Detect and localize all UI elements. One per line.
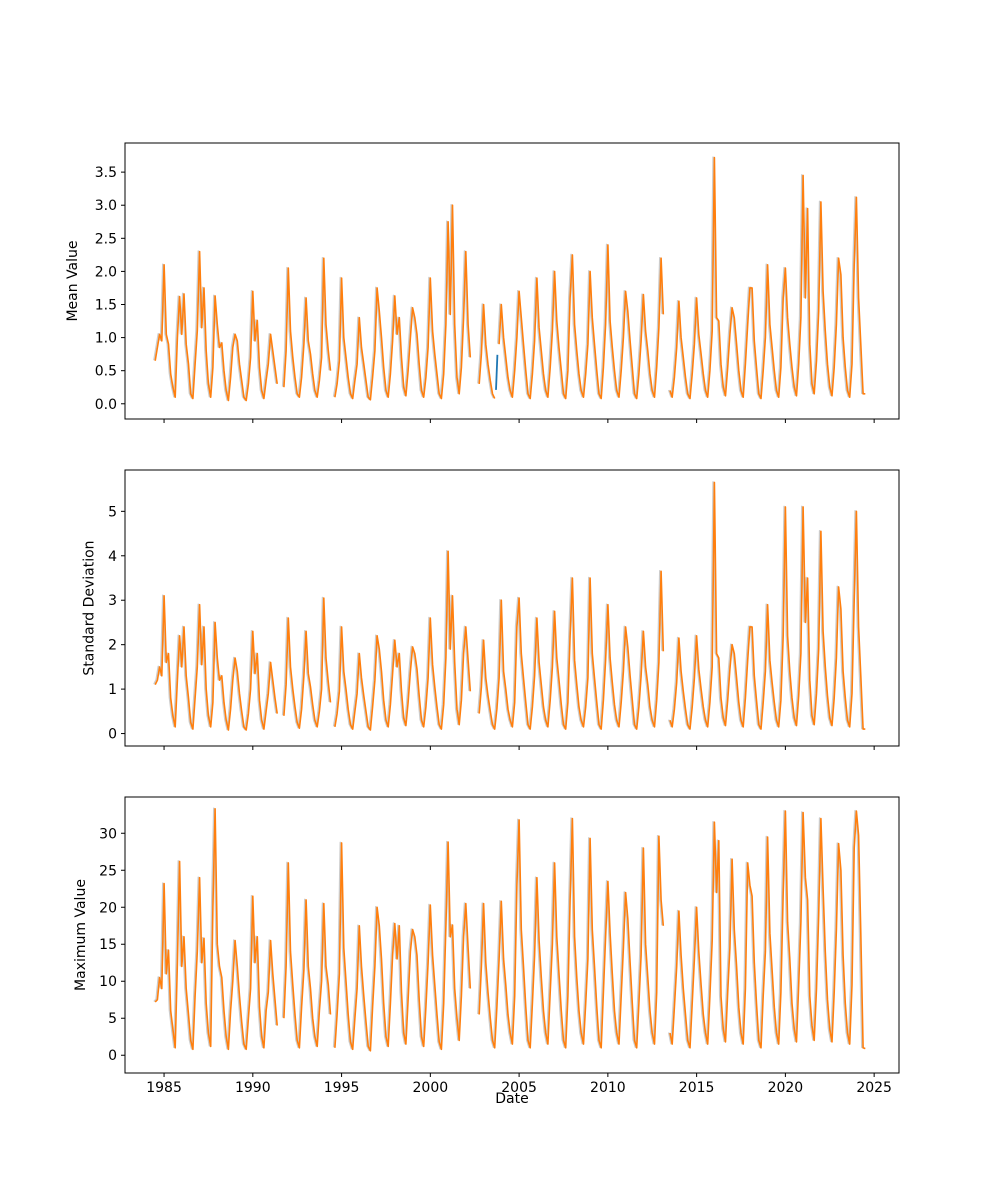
y-tick-label: 3.0	[95, 198, 117, 214]
y-tick-label: 30	[99, 826, 117, 842]
std-line	[283, 597, 332, 730]
y-tick-label: 0	[108, 727, 117, 743]
y-tick-label: 2.0	[95, 264, 117, 280]
max-line-shadow	[153, 807, 277, 1050]
y-tick-label: 4	[108, 549, 117, 565]
y-tick-label: 1.0	[95, 331, 117, 347]
mean-line-shadow	[667, 156, 864, 399]
x-tick-label: 2020	[768, 1080, 804, 1096]
y-tick-label: 3	[108, 593, 117, 609]
mean-line	[283, 257, 332, 399]
max-line-shadow	[281, 861, 330, 1049]
std-line	[154, 594, 278, 731]
underlay-line-segment	[495, 354, 499, 390]
y-tick-label: 1.5	[95, 297, 117, 313]
mean-line	[334, 204, 472, 401]
y-axis-label: Standard Deviation	[82, 540, 98, 675]
mean-line	[669, 156, 866, 400]
y-tick-label: 1	[108, 682, 117, 698]
mean-line-shadow	[477, 303, 495, 399]
max-line	[154, 807, 278, 1051]
y-tick-label: 20	[99, 900, 117, 916]
max-line-shadow	[332, 840, 470, 1052]
x-tick-label: 1990	[235, 1080, 271, 1096]
axes-frame	[124, 796, 900, 1074]
y-tick-label: 0.0	[95, 397, 117, 413]
std-line-shadow	[477, 570, 663, 730]
y-tick-label: 5	[108, 1011, 117, 1027]
mean-line	[154, 250, 278, 402]
mean-line-shadow	[497, 243, 663, 399]
y-tick-label: 0	[108, 1048, 117, 1064]
y-tick-label: 25	[99, 863, 117, 879]
y-axis-label: Mean Value	[65, 240, 81, 321]
x-tick-label: 2000	[413, 1080, 449, 1096]
y-tick-label: 10	[99, 974, 117, 990]
x-tick-label: 2015	[679, 1080, 715, 1096]
y-tick-label: 3.5	[95, 165, 117, 181]
mean-line-shadow	[332, 203, 470, 401]
standard-deviation-subplot: 0 1 2 3 4 5 Standard Deviation	[82, 469, 900, 750]
x-tick-label: 1995	[324, 1080, 360, 1096]
max-line	[478, 817, 665, 1049]
max-line-shadow	[667, 809, 865, 1049]
max-line	[283, 862, 332, 1049]
std-line	[334, 550, 472, 731]
std-line-shadow	[667, 481, 864, 730]
y-axis-label: Maximum Value	[73, 879, 89, 991]
std-line	[478, 570, 665, 730]
y-tick-label: 0.5	[95, 364, 117, 380]
mean-line	[498, 244, 665, 400]
std-line-shadow	[281, 596, 330, 729]
x-tick-label: 1985	[146, 1080, 182, 1096]
mean-value-subplot: 0.0 0.5 1.0 1.5 2.0 2.5 3.0 3.5 Mean Value	[65, 142, 900, 423]
axes-frame	[124, 469, 900, 747]
y-tick-label: 2	[108, 638, 117, 654]
axes-frame	[124, 142, 900, 420]
x-tick-label: 2005	[501, 1080, 537, 1096]
std-line-shadow	[332, 550, 470, 731]
max-line	[334, 841, 472, 1052]
y-tick-label: 2.5	[95, 231, 117, 247]
x-axis-label: Date	[495, 1091, 529, 1107]
y-tick-label: 5	[108, 504, 117, 520]
std-line	[669, 481, 866, 730]
max-line	[669, 810, 866, 1050]
x-tick-label: 2010	[590, 1080, 626, 1096]
max-line-shadow	[477, 817, 663, 1049]
mean-line	[478, 303, 496, 399]
x-tick-label: 2025	[856, 1080, 892, 1096]
y-tick-label: 15	[99, 937, 117, 953]
